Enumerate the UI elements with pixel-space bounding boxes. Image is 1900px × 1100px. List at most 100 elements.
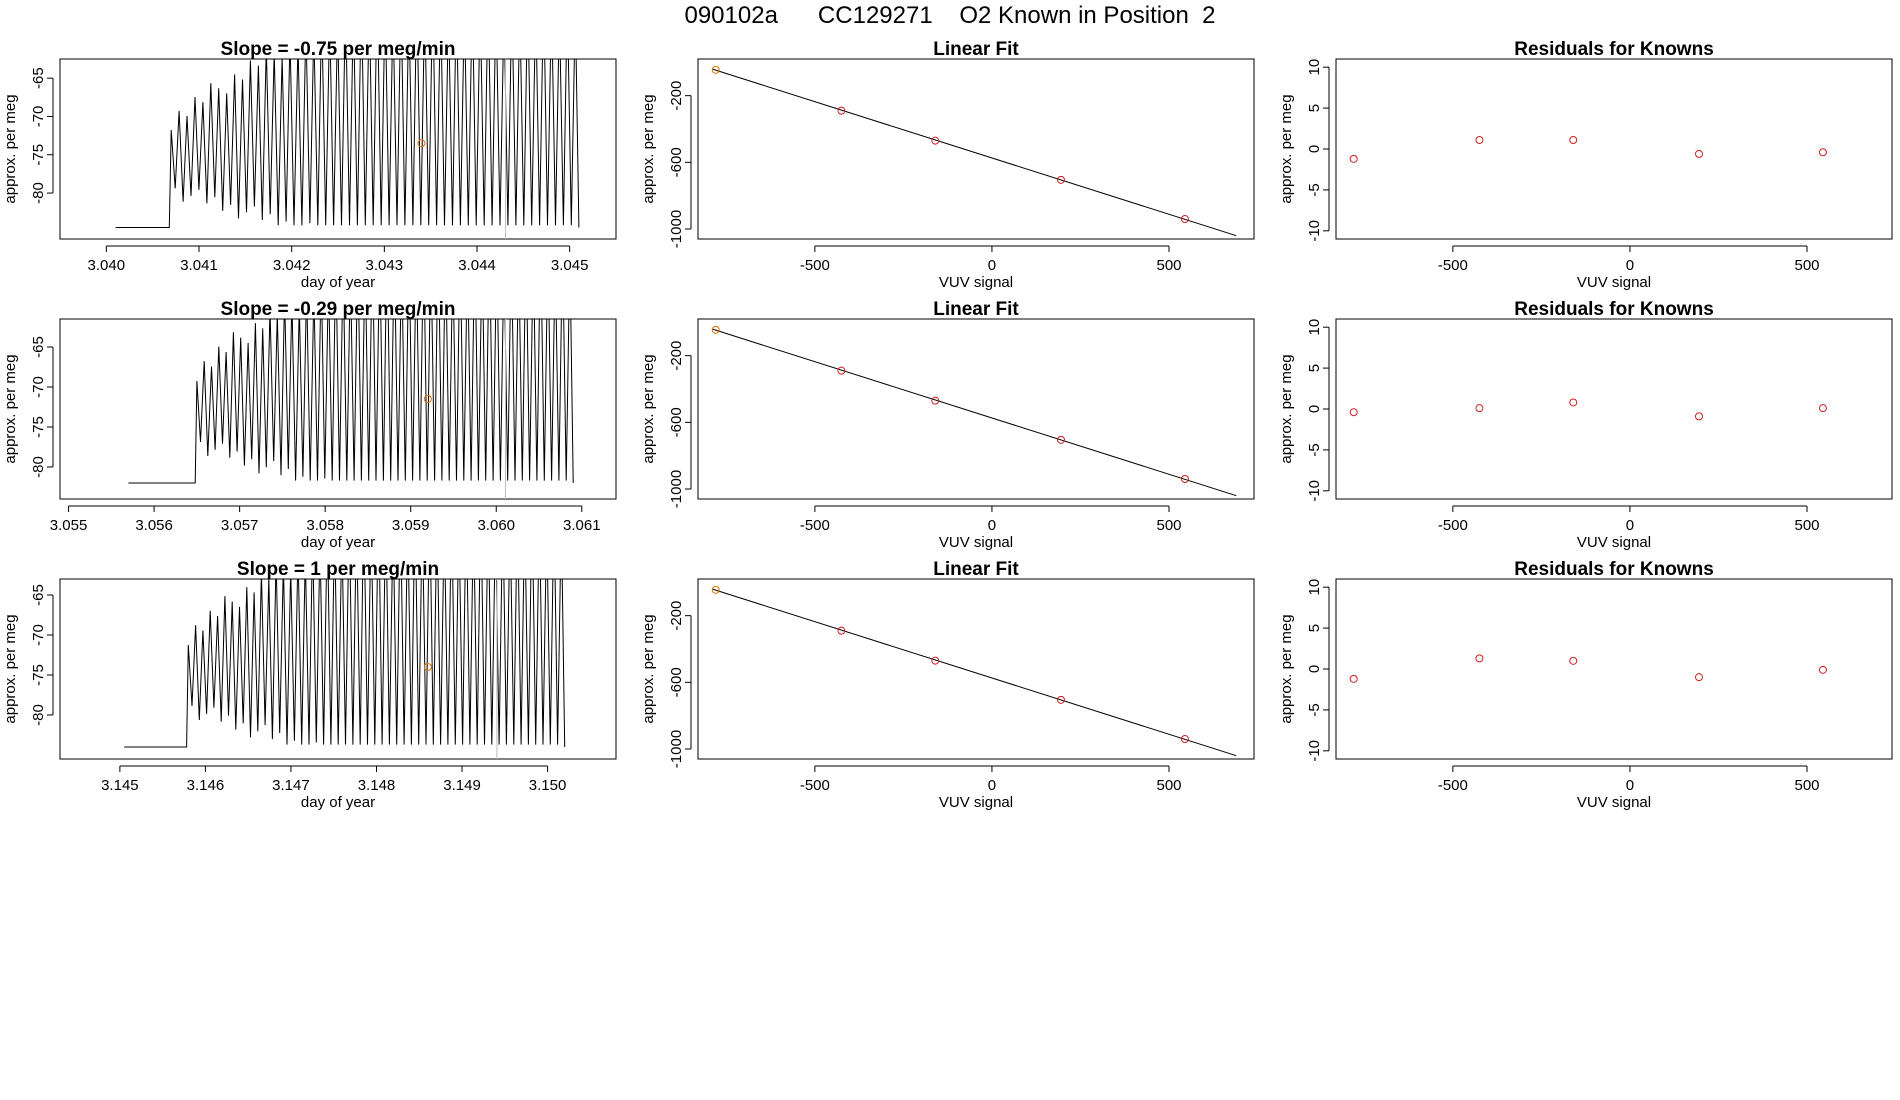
- data-layer: [711, 325, 1237, 497]
- x-tick-label: 3.149: [443, 777, 481, 794]
- data-point: [711, 325, 720, 334]
- y-tick-label: -65: [30, 67, 47, 89]
- y-tick-label: 0: [1306, 665, 1323, 673]
- y-axis-label: approx. per meg: [1278, 354, 1295, 463]
- fit-line: [712, 328, 1237, 497]
- x-tick-label: 3.059: [392, 517, 430, 534]
- plot-frame: [697, 578, 1255, 760]
- x-tick-label: 500: [1156, 777, 1181, 794]
- plot-frame: [59, 578, 617, 760]
- plot-title: Slope = -0.75 per meg/min: [221, 39, 456, 60]
- x-tick-label: 3.148: [358, 777, 396, 794]
- residual-point: [1694, 673, 1703, 682]
- residual-point: [1475, 654, 1484, 663]
- x-tick-label: 0: [1626, 777, 1634, 794]
- x-tick-label: 3.044: [458, 257, 496, 274]
- residual-point: [1694, 149, 1703, 158]
- x-axis-label: VUV signal: [939, 274, 1013, 291]
- y-tick-label: -80: [30, 182, 47, 204]
- plot-title: Slope = -0.29 per meg/min: [221, 299, 456, 320]
- data-layer: [128, 319, 574, 499]
- plot-frame: [1335, 318, 1893, 500]
- panel-res2: Residuals for Knowns -500 0 500 VUV signal 10…: [1278, 299, 1893, 551]
- y-tick-label: -200: [668, 341, 685, 371]
- y-axis-label: approx. per meg: [2, 94, 19, 203]
- y-axis-label: approx. per meg: [640, 94, 657, 203]
- y-tick-label: 0: [1306, 145, 1323, 153]
- y-axis-label: approx. per meg: [640, 614, 657, 723]
- x-tick-label: 500: [1794, 517, 1819, 534]
- panel-fit3: Linear Fit -500 0 500 VUV signal -200 -600 -100…: [640, 559, 1255, 811]
- x-tick-label: -500: [1438, 777, 1468, 794]
- y-tick-label: -70: [30, 106, 47, 128]
- residual-point: [1818, 148, 1827, 157]
- series-line: [128, 319, 574, 484]
- x-axis-label: VUV signal: [1577, 794, 1651, 811]
- data-point: [1180, 475, 1189, 483]
- x-tick-label: -500: [800, 777, 830, 794]
- data-layer: [711, 585, 1237, 757]
- x-tick-label: 3.145: [101, 777, 139, 794]
- fit-line: [712, 68, 1237, 237]
- x-tick-label: 3.045: [551, 257, 589, 274]
- fit-line: [712, 588, 1237, 757]
- data-point: [837, 366, 846, 375]
- data-point: [1180, 735, 1189, 743]
- plot-title: Residuals for Knowns: [1514, 299, 1714, 320]
- x-tick-label: 3.055: [50, 517, 88, 534]
- data-point: [1056, 695, 1065, 704]
- panel-res1: Residuals for Knowns -500 0 500 VUV signal 10…: [1278, 39, 1893, 291]
- y-tick-label: 0: [1306, 405, 1323, 413]
- x-tick-label: 3.150: [529, 777, 567, 794]
- x-tick-label: 0: [988, 777, 996, 794]
- y-tick-label: -600: [668, 147, 685, 177]
- known-marker: [417, 139, 426, 148]
- x-tick-label: 3.061: [563, 517, 601, 534]
- data-point: [1180, 215, 1189, 223]
- residual-point: [1349, 154, 1358, 163]
- known-marker: [423, 395, 432, 403]
- x-tick-label: 3.040: [88, 257, 126, 274]
- y-tick-label: -80: [30, 704, 47, 726]
- y-tick-label: 10: [1306, 319, 1323, 336]
- residual-point: [1569, 656, 1578, 665]
- panel-fit1: Linear Fit -500 0 500 VUV signal -200 -600 -100…: [640, 39, 1255, 291]
- x-tick-label: 3.042: [273, 257, 311, 274]
- y-tick-label: -75: [30, 144, 47, 166]
- x-tick-label: 3.041: [180, 257, 218, 274]
- data-layer: [115, 59, 580, 239]
- y-axis-label: approx. per meg: [2, 614, 19, 723]
- data-layer: [711, 65, 1237, 237]
- y-axis-label: approx. per meg: [1278, 94, 1295, 203]
- data-layer: [1349, 654, 1827, 683]
- y-tick-label: 10: [1306, 579, 1323, 596]
- x-tick-label: 3.060: [477, 517, 515, 534]
- x-axis-label: day of year: [301, 274, 375, 291]
- x-tick-label: 0: [1626, 517, 1634, 534]
- x-tick-label: -500: [1438, 257, 1468, 274]
- residual-point: [1475, 404, 1484, 413]
- data-layer: [1349, 136, 1827, 163]
- known-marker: [423, 663, 432, 671]
- plot-frame: [1335, 578, 1893, 760]
- plot-frame: [1335, 58, 1893, 240]
- y-tick-label: -65: [30, 584, 47, 606]
- data-point: [931, 136, 940, 145]
- y-tick-label: -70: [30, 624, 47, 646]
- x-tick-label: 0: [988, 257, 996, 274]
- y-tick-label: -1000: [668, 730, 685, 768]
- plot-frame: [697, 318, 1255, 500]
- residual-point: [1349, 408, 1358, 417]
- y-tick-label: 10: [1306, 59, 1323, 76]
- x-axis-label: VUV signal: [939, 794, 1013, 811]
- y-tick-label: -5: [1306, 703, 1323, 716]
- x-tick-label: 500: [1156, 517, 1181, 534]
- panel-ts1: Slope = -0.75 per meg/min 3.040 3.041 3.042…: [2, 39, 617, 291]
- residual-point: [1475, 136, 1484, 144]
- x-tick-label: 500: [1794, 777, 1819, 794]
- y-tick-label: -5: [1306, 443, 1323, 456]
- plot-title: Linear Fit: [933, 299, 1019, 320]
- plot-title: Residuals for Knowns: [1514, 39, 1714, 60]
- y-axis-label: approx. per meg: [640, 354, 657, 463]
